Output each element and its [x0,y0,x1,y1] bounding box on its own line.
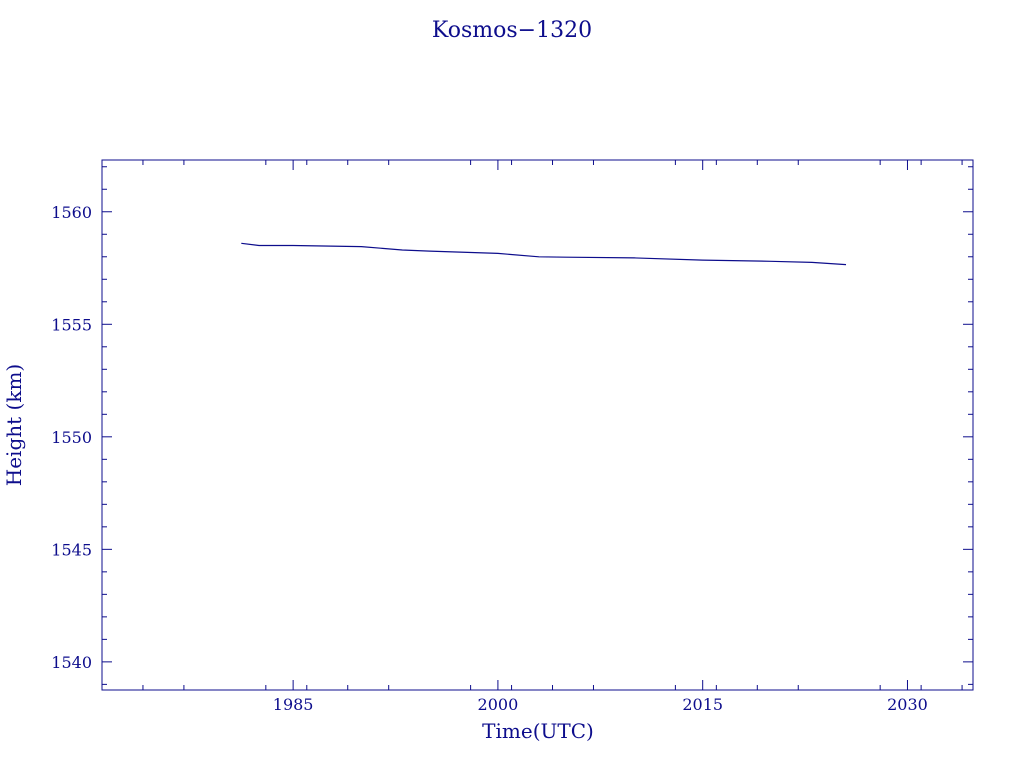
y-tick-label: 1545 [51,540,92,559]
y-tick-label: 1560 [51,203,92,222]
x-tick-label: 2015 [682,695,723,714]
x-tick-label: 2000 [478,695,519,714]
x-axis-label: Time(UTC) [482,719,594,743]
y-tick-label: 1540 [51,653,92,672]
height-series-line [241,242,847,266]
y-tick-label: 1555 [51,315,92,334]
chart-title: Kosmos−1320 [432,18,592,43]
x-tick-label: 2030 [887,695,928,714]
y-tick-label: 1550 [51,428,92,447]
y-axis-label: Height (km) [2,364,26,486]
plot-frame [101,159,974,691]
x-tick-label: 1985 [273,695,314,714]
